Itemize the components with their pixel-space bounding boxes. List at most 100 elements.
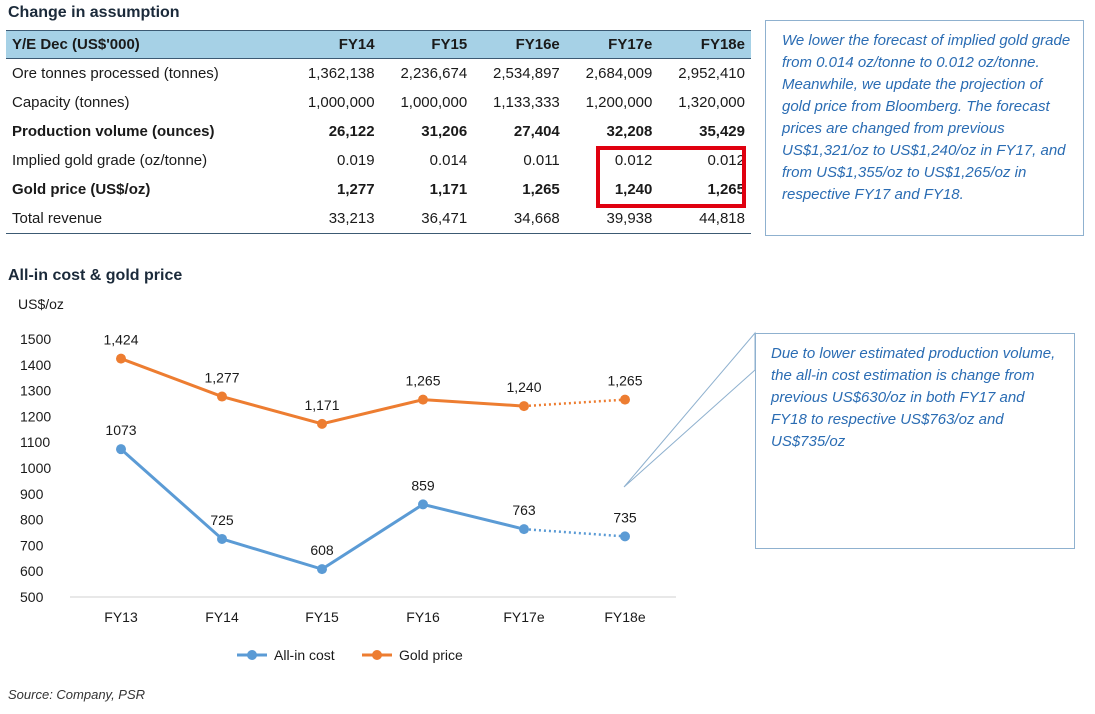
row-label: Gold price (US$/oz) bbox=[12, 181, 151, 198]
x-tick-label: FY14 bbox=[205, 609, 239, 625]
data-point bbox=[519, 401, 529, 412]
y-axis-label: US$/oz bbox=[18, 296, 64, 312]
assumption-table: Y/E Dec (US$'000) FY14 FY15 FY16e FY17e … bbox=[6, 30, 751, 234]
data-point bbox=[317, 564, 327, 575]
x-tick-label: FY13 bbox=[104, 609, 138, 625]
table-cell: 2,952,410 bbox=[678, 65, 745, 82]
x-tick-label: FY18e bbox=[604, 609, 645, 625]
table-cell: 36,471 bbox=[380, 204, 474, 234]
y-tick-label: 600 bbox=[20, 563, 44, 579]
source-note: Source: Company, PSR bbox=[8, 687, 146, 702]
data-point bbox=[116, 353, 126, 364]
highlight-box bbox=[596, 146, 746, 208]
data-point bbox=[116, 444, 126, 455]
table-cell: 1,320,000 bbox=[678, 94, 745, 111]
data-point bbox=[620, 394, 630, 405]
table-callout: We lower the forecast of implied gold gr… bbox=[765, 20, 1084, 236]
series-line-1 bbox=[120, 357, 525, 426]
y-tick-label: 800 bbox=[20, 512, 44, 528]
table-cell: 1,133,333 bbox=[493, 94, 560, 111]
header-fy15: FY15 bbox=[380, 30, 474, 59]
table-cell: 1,265 bbox=[707, 181, 745, 198]
row-label: Ore tonnes processed (tonnes) bbox=[12, 65, 219, 82]
data-label: 1,277 bbox=[204, 370, 239, 386]
table-cell: 34,668 bbox=[473, 204, 566, 234]
table-cell: 1,277 bbox=[337, 181, 375, 198]
data-point bbox=[519, 524, 529, 535]
table-cell: 26,122 bbox=[328, 123, 375, 140]
table-cell: 0.019 bbox=[337, 152, 375, 169]
table-row: Implied gold grade (oz/tonne) 0.019 0.014 0… bbox=[6, 146, 751, 175]
data-label: 1,265 bbox=[405, 373, 440, 389]
row-label: Total revenue bbox=[6, 204, 288, 234]
data-label: 725 bbox=[210, 512, 234, 528]
table-cell: 1,000,000 bbox=[307, 94, 375, 111]
y-tick-label: 1200 bbox=[20, 408, 51, 424]
y-tick-label: 1000 bbox=[20, 460, 51, 476]
data-label: 1,240 bbox=[506, 379, 541, 395]
table-cell: 0.011 bbox=[523, 152, 560, 169]
y-tick-label: 1300 bbox=[20, 383, 51, 399]
x-tick-label: FY16 bbox=[406, 609, 440, 625]
table-cell: 1,200,000 bbox=[585, 94, 653, 111]
y-tick-label: 700 bbox=[20, 537, 44, 553]
y-tick-label: 1500 bbox=[20, 331, 51, 347]
data-label: 859 bbox=[411, 477, 435, 493]
table-cell: 2,236,674 bbox=[400, 65, 468, 82]
table-cell: 35,429 bbox=[699, 123, 745, 140]
data-label: 1073 bbox=[105, 422, 136, 438]
legend-label: All-in cost bbox=[274, 647, 335, 663]
series-forecast-line-1 bbox=[523, 398, 626, 408]
table-cell: 0.012 bbox=[707, 152, 745, 169]
chart-callout: Due to lower estimated production volume… bbox=[755, 333, 1075, 549]
header-fy17e: FY17e bbox=[565, 30, 659, 59]
table-row: Capacity (tonnes) 1,000,000 1,000,000 1,133… bbox=[6, 88, 751, 117]
table-cell: 31,206 bbox=[421, 123, 468, 140]
table-cell: 1,265 bbox=[522, 181, 560, 198]
header-fy16e: FY16e bbox=[473, 30, 566, 59]
line-chart: US$/oz 500 600 700 800 900 1000 1100 1200 1300 140… bbox=[18, 296, 756, 663]
table-cell: 1,362,138 bbox=[307, 65, 375, 82]
header-fy14: FY14 bbox=[288, 30, 381, 59]
x-tick-label: FY17e bbox=[503, 609, 544, 625]
data-point bbox=[620, 531, 630, 542]
row-label: Production volume (ounces) bbox=[12, 123, 215, 140]
data-label: 735 bbox=[613, 509, 637, 525]
y-tick-label: 500 bbox=[20, 589, 44, 605]
table-cell: 1,000,000 bbox=[400, 94, 468, 111]
callout-pointer bbox=[623, 331, 756, 488]
table-title: Change in assumption bbox=[8, 4, 180, 21]
table-row: Production volume (ounces) 26,122 31,206 27… bbox=[6, 117, 751, 146]
table-header-row: Y/E Dec (US$'000) FY14 FY15 FY16e FY17e … bbox=[6, 30, 751, 59]
chart-title: All-in cost & gold price bbox=[8, 267, 183, 284]
table-cell: 1,240 bbox=[614, 181, 653, 198]
table-row: Ore tonnes processed (tonnes) 1,362,138 2,… bbox=[6, 59, 751, 89]
series-forecast-line-0 bbox=[523, 527, 626, 538]
data-label: 763 bbox=[512, 502, 536, 518]
table-row: Total revenue 33,213 36,471 34,668 39,938 44,… bbox=[6, 204, 751, 234]
y-tick-label: 900 bbox=[20, 486, 44, 502]
legend-label: Gold price bbox=[399, 647, 463, 663]
table-cell: 2,684,009 bbox=[585, 65, 653, 82]
x-tick-label: FY15 bbox=[305, 609, 339, 625]
table-cell: 0.012 bbox=[614, 152, 653, 169]
table-cell: 27,404 bbox=[513, 123, 560, 140]
y-tick-label: 1100 bbox=[20, 434, 50, 450]
header-label: Y/E Dec (US$'000) bbox=[6, 30, 288, 59]
data-point bbox=[217, 533, 227, 544]
data-label: 1,265 bbox=[607, 373, 642, 389]
data-point bbox=[418, 394, 428, 405]
table-cell: 44,818 bbox=[658, 204, 751, 234]
data-point bbox=[317, 418, 327, 429]
row-label: Implied gold grade (oz/tonne) bbox=[12, 152, 208, 169]
data-label: 1,424 bbox=[103, 332, 138, 348]
table-cell: 0.014 bbox=[429, 152, 468, 169]
table-cell: 32,208 bbox=[606, 123, 653, 140]
data-point bbox=[217, 391, 227, 402]
table-cell: 33,213 bbox=[288, 204, 381, 234]
legend-marker bbox=[247, 650, 257, 660]
data-label: 608 bbox=[310, 542, 334, 558]
data-point bbox=[418, 499, 428, 510]
table-cell: 39,938 bbox=[565, 204, 659, 234]
table-cell: 1,171 bbox=[429, 181, 468, 198]
